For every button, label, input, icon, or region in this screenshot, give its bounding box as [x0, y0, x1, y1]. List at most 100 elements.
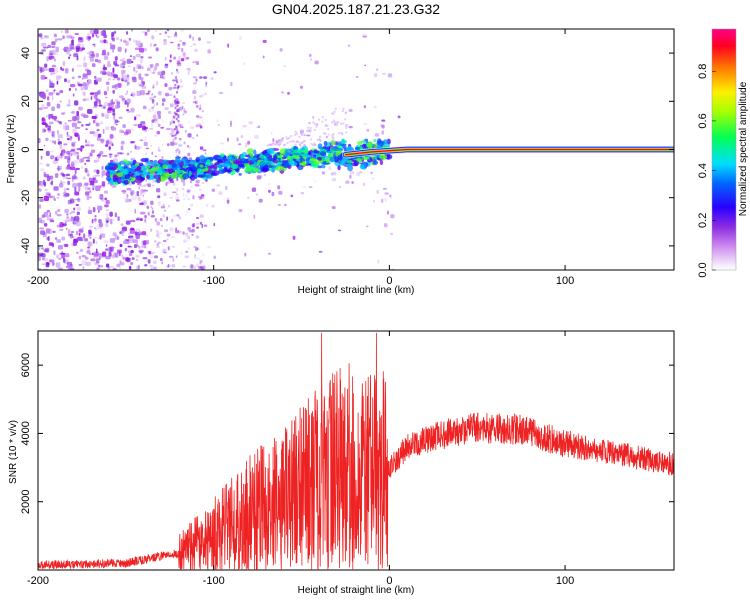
spectrogram-speck	[130, 249, 134, 254]
spectrogram-speck	[41, 122, 47, 126]
spectrogram-speck	[76, 206, 81, 211]
spectrogram-speck	[190, 203, 194, 207]
spectrogram-speck	[167, 263, 170, 268]
spectrogram-speck	[364, 64, 367, 67]
spectrogram-speck	[78, 233, 81, 236]
spectrogram-speck	[337, 229, 342, 232]
spectrogram-cell	[325, 159, 330, 164]
spectrogram-cell	[248, 164, 256, 169]
spectrogram-speck	[148, 108, 152, 113]
spectrogram-speck	[169, 103, 174, 108]
spectrogram-speck	[173, 56, 176, 60]
spectrogram-speck	[175, 151, 178, 154]
spectrogram-speck	[130, 158, 134, 161]
spectrogram-cell	[123, 159, 128, 163]
spectrogram-speck	[82, 73, 87, 78]
spectrogram-speck	[174, 133, 177, 137]
spectrogram-speck	[111, 34, 114, 41]
spectrogram-speck	[121, 69, 126, 74]
spectrogram-speck	[99, 99, 101, 106]
spectrogram-speck	[286, 142, 289, 145]
spectrogram-speck	[330, 134, 335, 137]
spectrogram-speck	[197, 248, 200, 251]
spectrogram-speck	[172, 87, 177, 89]
spectrogram-speck	[128, 37, 131, 41]
x-tick-label: 100	[556, 275, 574, 287]
spectrogram-speck	[192, 222, 196, 228]
spectrogram-speck	[129, 237, 134, 243]
spectrogram-speck	[73, 216, 80, 222]
spectrogram-speck	[48, 218, 54, 221]
spectrogram-speck	[114, 87, 118, 90]
spectrogram-ridge-line	[344, 148, 674, 156]
spectrogram-speck	[106, 212, 109, 218]
spectrogram-cell	[143, 167, 147, 174]
spectrogram-cell	[304, 154, 312, 158]
spectrogram-speck	[114, 154, 119, 156]
spectrogram-speck	[295, 141, 298, 144]
spectrogram-speck	[105, 221, 109, 228]
spectrogram-speck	[341, 110, 344, 113]
spectrogram-cell	[221, 157, 228, 161]
spectrogram-speck	[303, 134, 306, 137]
spectrogram-speck	[104, 144, 109, 147]
spectrogram-speck	[98, 256, 101, 260]
spectrogram-cell	[113, 164, 119, 169]
spectrogram-speck	[319, 139, 322, 142]
spectrogram-speck	[101, 181, 106, 187]
spectrogram-speck	[337, 121, 340, 124]
spectrogram-speck	[151, 93, 154, 96]
spectrogram-speck	[51, 180, 53, 186]
spectrogram-speck	[87, 246, 91, 249]
spectrogram-speck	[65, 173, 71, 176]
spectrogram-speck	[280, 138, 283, 141]
spectrogram-speck	[56, 80, 59, 85]
spectrogram-speck	[175, 149, 178, 152]
spectrogram-cell	[277, 151, 281, 156]
spectrogram-speck	[356, 171, 361, 176]
spectrogram-speck	[154, 155, 158, 158]
spectrogram-speck	[180, 29, 185, 32]
spectrogram-cell	[302, 148, 309, 154]
spectrogram-cell	[124, 173, 131, 180]
spectrogram-speck	[51, 96, 54, 101]
spectrogram-speck	[117, 82, 122, 88]
spectrogram-speck	[110, 44, 116, 50]
spectrogram-cell	[222, 163, 231, 167]
spectrogram-speck	[174, 84, 177, 87]
spectrogram-speck	[176, 109, 179, 112]
spectrogram-speck	[169, 59, 172, 63]
spectrogram-speck	[78, 106, 83, 111]
spectrogram-speck	[84, 238, 89, 242]
spectrogram-speck	[112, 108, 115, 113]
spectrogram-speck	[114, 56, 118, 61]
spectrogram-speck	[148, 259, 151, 264]
spectrogram-speck	[176, 80, 179, 84]
spectrogram-speck	[88, 38, 90, 42]
spectrogram-speck	[133, 66, 136, 72]
spectrogram-speck	[72, 183, 78, 188]
spectrogram-speck	[38, 255, 41, 262]
spectrogram-speck	[71, 122, 77, 128]
spectrogram-speck	[135, 228, 141, 232]
spectrogram-speck	[85, 191, 90, 196]
spectrogram-speck	[328, 166, 332, 170]
spectrogram-speck	[192, 90, 197, 95]
spectrogram-cell	[139, 162, 144, 167]
spectrogram-speck	[79, 158, 83, 164]
snr-ylabel: SNR (10 * v/v)	[8, 420, 19, 484]
spectrogram-speck	[66, 216, 70, 219]
spectrogram-speck	[349, 171, 355, 175]
spectrogram-speck	[313, 128, 316, 131]
spectrogram-speck	[140, 211, 146, 215]
spectrogram-speck	[332, 171, 337, 176]
spectrogram-speck	[154, 66, 157, 71]
spectrogram-speck	[122, 240, 127, 245]
spectrogram-speck	[185, 210, 189, 214]
spectrogram-speck	[150, 64, 153, 69]
spectrogram-speck	[136, 231, 143, 236]
spectrogram-speck	[161, 243, 164, 247]
spectrogram-speck	[216, 119, 219, 123]
spectrogram-speck	[164, 31, 168, 34]
